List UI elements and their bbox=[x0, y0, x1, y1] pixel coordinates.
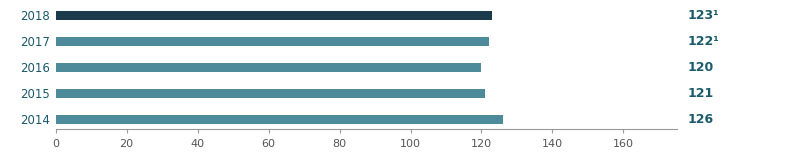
Bar bbox=[56, 89, 485, 98]
Text: 123¹: 123¹ bbox=[688, 9, 720, 22]
Bar bbox=[56, 37, 489, 46]
Text: 120: 120 bbox=[688, 61, 714, 74]
Bar bbox=[56, 11, 492, 20]
Text: 121: 121 bbox=[688, 87, 714, 100]
Text: 122¹: 122¹ bbox=[688, 35, 720, 48]
Bar bbox=[56, 63, 482, 72]
Bar bbox=[56, 115, 503, 124]
Text: 126: 126 bbox=[688, 113, 714, 126]
